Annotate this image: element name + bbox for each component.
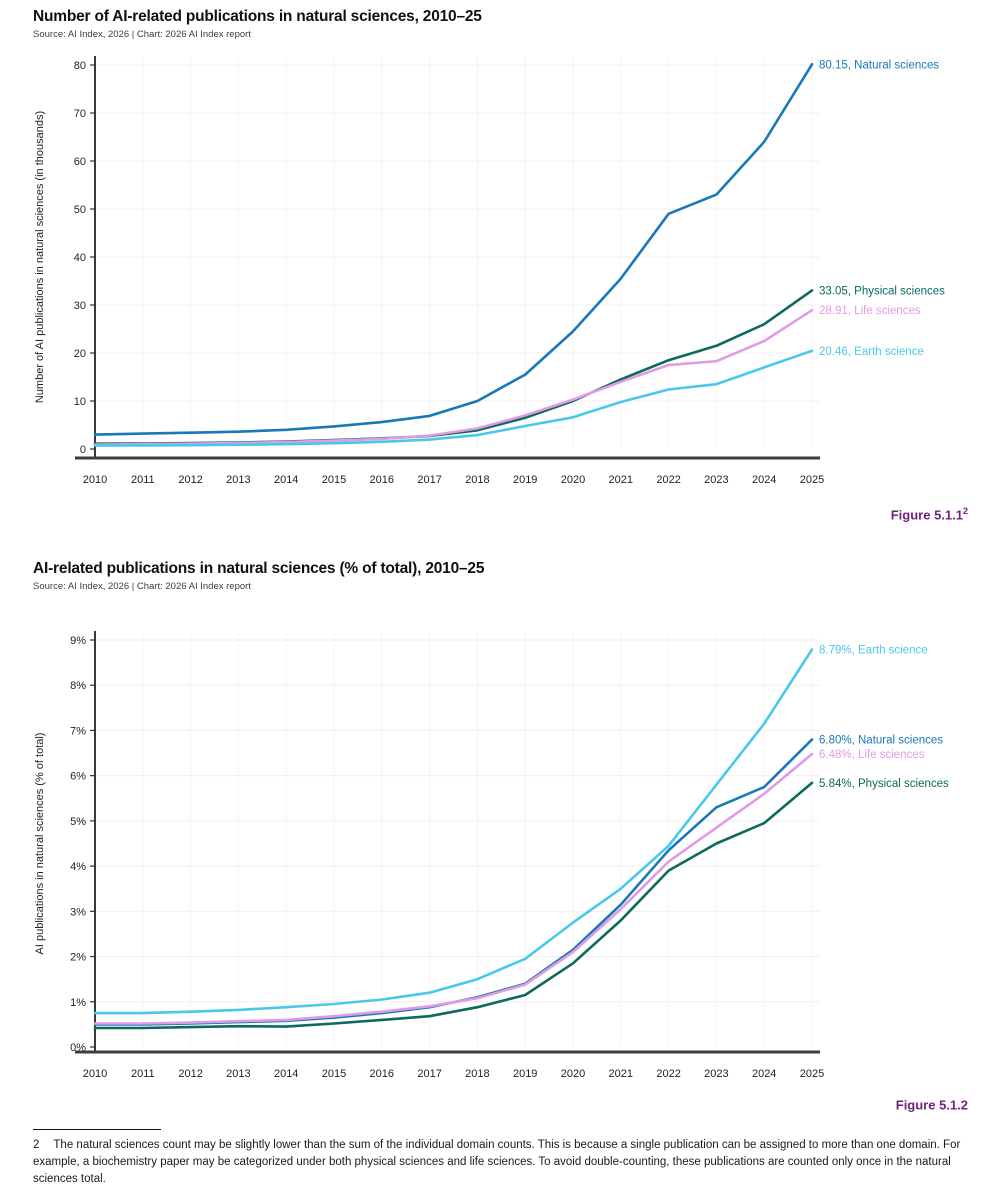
svg-text:2016: 2016	[370, 474, 394, 486]
svg-text:2023: 2023	[704, 1068, 728, 1080]
footnote-marker: 2	[33, 1138, 40, 1151]
svg-text:6.48%, Life sciences: 6.48%, Life sciences	[819, 749, 925, 761]
svg-text:2024: 2024	[752, 474, 776, 486]
svg-text:3%: 3%	[70, 907, 86, 919]
svg-text:2019: 2019	[513, 1068, 537, 1080]
svg-text:8%: 8%	[70, 681, 86, 693]
figure-block-publications-count: Number of AI-related publications in nat…	[33, 0, 1000, 522]
svg-text:2016: 2016	[370, 1068, 394, 1080]
figure-title: AI-related publications in natural scien…	[33, 560, 485, 578]
svg-text:2011: 2011	[131, 474, 155, 486]
svg-text:50: 50	[74, 204, 86, 216]
figure-block-publications-percent: AI-related publications in natural scien…	[33, 560, 1000, 1112]
svg-text:2014: 2014	[274, 1068, 298, 1080]
svg-text:2012: 2012	[178, 474, 202, 486]
footnote-body: The natural sciences count may be slight…	[33, 1138, 961, 1186]
svg-text:9%: 9%	[70, 635, 86, 647]
svg-text:30: 30	[74, 300, 86, 312]
svg-text:2015: 2015	[322, 474, 346, 486]
svg-text:2011: 2011	[131, 1068, 155, 1080]
caption-footnote-ref: 2	[962, 506, 968, 516]
svg-text:2014: 2014	[274, 474, 298, 486]
svg-text:2025: 2025	[800, 1068, 824, 1080]
svg-text:2021: 2021	[609, 1068, 633, 1080]
svg-text:4%: 4%	[70, 861, 86, 873]
svg-text:2015: 2015	[322, 1068, 346, 1080]
svg-text:7%: 7%	[70, 726, 86, 738]
svg-text:2010: 2010	[83, 474, 107, 486]
svg-text:2017: 2017	[417, 1068, 441, 1080]
svg-text:8.79%, Earth science: 8.79%, Earth science	[819, 645, 928, 657]
svg-text:AI publications in natural sci: AI publications in natural sciences (% o…	[34, 733, 46, 955]
figure-title: Number of AI-related publications in nat…	[33, 8, 482, 25]
svg-text:Number of AI publications in n: Number of AI publications in natural sci…	[34, 111, 46, 403]
svg-text:70: 70	[74, 108, 86, 120]
svg-text:5.84%, Physical sciences: 5.84%, Physical sciences	[819, 778, 949, 790]
line-chart-publications-percent: 0% 1% 2% 3% 4% 5% 6% 7% 8% 9% 2010 2011 2012 2013 2014…	[33, 598, 1000, 1088]
svg-text:2018: 2018	[465, 1068, 489, 1080]
svg-text:6.80%, Natural sciences: 6.80%, Natural sciences	[819, 735, 943, 747]
svg-text:6%: 6%	[70, 771, 86, 783]
svg-text:2022: 2022	[656, 474, 680, 486]
svg-text:2013: 2013	[226, 474, 250, 486]
svg-text:28.91, Life sciences: 28.91, Life sciences	[819, 305, 921, 317]
svg-text:2020: 2020	[561, 1068, 585, 1080]
svg-text:1%: 1%	[70, 997, 86, 1009]
svg-text:0: 0	[80, 444, 86, 456]
figure-caption: Figure 5.1.12	[890, 506, 968, 523]
svg-text:2019: 2019	[513, 474, 537, 486]
svg-text:2021: 2021	[609, 474, 633, 486]
line-chart-publications-count: 0 10 20 30 40 50 60 70 80 2010 2011 2012 2013 2014 201…	[33, 46, 1000, 498]
svg-text:2012: 2012	[178, 1068, 202, 1080]
svg-text:80.15, Natural sciences: 80.15, Natural sciences	[819, 59, 939, 71]
svg-text:2%: 2%	[70, 952, 86, 964]
svg-text:5%: 5%	[70, 816, 86, 828]
svg-text:2013: 2013	[226, 1068, 250, 1080]
svg-text:2020: 2020	[561, 474, 585, 486]
footnote-text: 2 The natural sciences count may be sligh…	[33, 1137, 991, 1189]
svg-text:2010: 2010	[83, 1068, 107, 1080]
svg-text:80: 80	[74, 60, 86, 72]
figure-caption: Figure 5.1.2	[895, 1097, 968, 1113]
footnote-divider	[33, 1128, 161, 1130]
svg-text:2025: 2025	[800, 474, 824, 486]
figure-source: Source: AI Index, 2026 | Chart: 2026 AI …	[33, 581, 251, 593]
svg-text:2018: 2018	[465, 474, 489, 486]
svg-text:2017: 2017	[417, 474, 441, 486]
svg-text:33.05, Physical sciences: 33.05, Physical sciences	[819, 285, 945, 297]
svg-text:20: 20	[74, 348, 86, 360]
footnote: 2 The natural sciences count may be sligh…	[33, 1128, 991, 1189]
svg-text:2024: 2024	[752, 1068, 776, 1080]
svg-text:2022: 2022	[656, 1068, 680, 1080]
figure-source: Source: AI Index, 2026 | Chart: 2026 AI …	[33, 29, 251, 40]
svg-text:60: 60	[74, 156, 86, 168]
svg-text:10: 10	[74, 396, 86, 408]
svg-text:20.46, Earth science: 20.46, Earth science	[819, 346, 924, 358]
svg-text:2023: 2023	[704, 474, 728, 486]
svg-text:40: 40	[74, 252, 86, 264]
